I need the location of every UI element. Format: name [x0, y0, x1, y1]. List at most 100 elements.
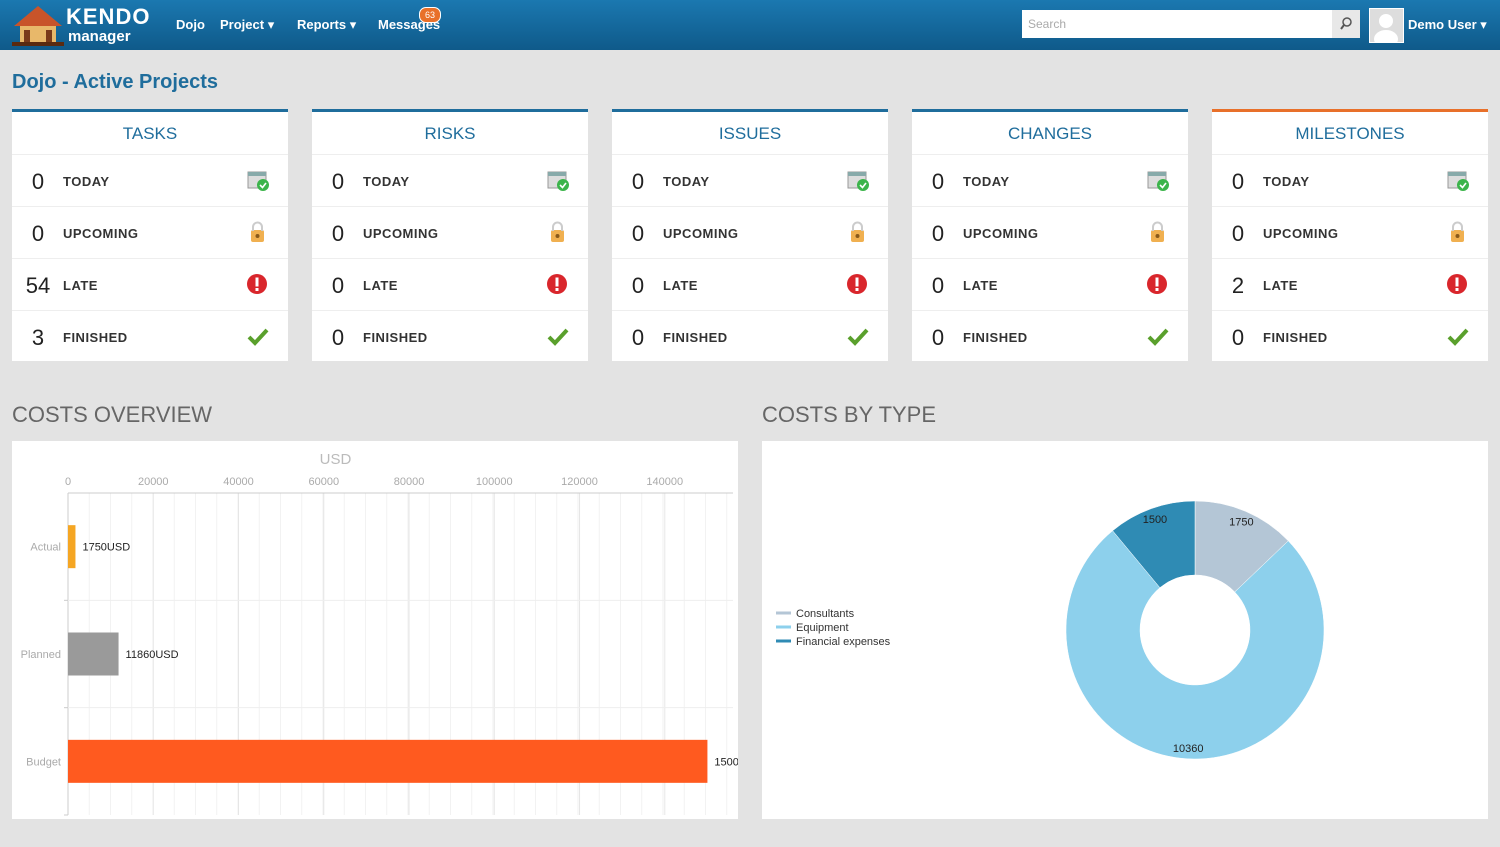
user-avatar[interactable]	[1369, 8, 1404, 48]
summary-card: ISSUES 0 TODAY 0 UPCOMING 0 LATE 0 FINISHED	[612, 109, 888, 361]
status-row[interactable]: 2 LATE	[1212, 258, 1488, 310]
status-label: FINISHED	[963, 330, 1028, 345]
bar[interactable]	[68, 525, 76, 569]
menu-label[interactable]: Project	[220, 17, 265, 32]
page-title: Dojo - Active Projects	[12, 71, 218, 93]
status-icon	[1151, 221, 1164, 242]
status-label: UPCOMING	[663, 226, 739, 241]
status-icon	[251, 221, 264, 242]
x-tick-label: 20000	[138, 476, 169, 488]
status-label: TODAY	[963, 174, 1010, 189]
status-row[interactable]: 0 FINISHED	[912, 310, 1188, 362]
status-icon	[247, 274, 267, 294]
status-count: 54	[25, 273, 51, 298]
status-row[interactable]: 0 TODAY	[612, 154, 888, 206]
navbar: KENDO manager Dojo Project ▾ Reports ▾ Mess…	[0, 0, 1500, 50]
status-label: FINISHED	[63, 330, 128, 345]
donut-slice[interactable]	[1065, 530, 1325, 760]
user-menu[interactable]: Demo User ▾	[1408, 17, 1487, 32]
user-name[interactable]: Demo User	[1408, 17, 1477, 32]
status-row[interactable]: 0 UPCOMING	[1212, 206, 1488, 258]
donut-slice[interactable]	[1112, 500, 1196, 589]
y-tick-label: Budget	[26, 756, 61, 768]
status-row[interactable]: 0 FINISHED	[612, 310, 888, 362]
x-tick-label: 80000	[394, 476, 425, 488]
status-row[interactable]: 54 LATE	[12, 258, 288, 310]
bar[interactable]	[68, 632, 119, 676]
status-row[interactable]: 0 TODAY	[12, 154, 288, 206]
x-tick-label: 0	[65, 476, 71, 488]
logo-text[interactable]: manager	[68, 28, 131, 45]
dropdown-caret[interactable]: ▾	[264, 17, 275, 32]
status-row[interactable]: 0 TODAY	[912, 154, 1188, 206]
message-badge: 63	[419, 7, 441, 23]
logo-text[interactable]: KENDO	[66, 4, 151, 29]
status-icon	[1447, 171, 1469, 191]
menu-label[interactable]: Reports	[297, 17, 347, 32]
status-row[interactable]: 0 LATE	[612, 258, 888, 310]
legend-label[interactable]: Equipment	[796, 622, 849, 634]
status-row[interactable]: 0 TODAY	[312, 154, 588, 206]
status-icon	[247, 171, 269, 191]
x-tick-label: 60000	[308, 476, 339, 488]
status-row[interactable]: 3 FINISHED	[12, 310, 288, 362]
slice-label: 10360	[1173, 743, 1204, 755]
status-label: FINISHED	[1263, 330, 1328, 345]
status-label: LATE	[663, 278, 698, 293]
dropdown-caret[interactable]: ▾	[346, 17, 357, 32]
status-icon	[1451, 221, 1464, 242]
menu-label[interactable]: Dojo	[176, 17, 205, 32]
status-count: 0	[631, 169, 645, 194]
chart-panel: USD 0 20000 40000 60000 80000 100000 120000 1400…	[12, 441, 774, 819]
card-title: ISSUES	[718, 124, 782, 143]
status-icon	[551, 221, 564, 242]
status-icon	[547, 171, 569, 191]
legend-label[interactable]: Financial expenses	[796, 636, 891, 648]
menu-item[interactable]: Project ▾	[220, 17, 274, 33]
section-heading: COSTS OVERVIEW	[12, 402, 213, 427]
axis-title: USD	[320, 451, 352, 468]
status-label: LATE	[1263, 278, 1298, 293]
section-heading: COSTS BY TYPE	[762, 402, 937, 427]
status-row[interactable]: 0 LATE	[312, 258, 588, 310]
status-row[interactable]: 0 FINISHED	[1212, 310, 1488, 362]
x-tick-label: 120000	[561, 476, 598, 488]
status-label: FINISHED	[663, 330, 728, 345]
x-tick-label: 40000	[223, 476, 254, 488]
status-label: TODAY	[363, 174, 410, 189]
card-title: CHANGES	[1007, 124, 1093, 143]
menu-item[interactable]: Reports ▾	[297, 17, 356, 33]
status-count: 0	[31, 169, 45, 194]
status-icon	[1447, 274, 1467, 294]
status-row[interactable]: 0 UPCOMING	[912, 206, 1188, 258]
status-count: 0	[1231, 169, 1245, 194]
status-row[interactable]: 0 UPCOMING	[312, 206, 588, 258]
status-row[interactable]: 0 UPCOMING	[12, 206, 288, 258]
status-row[interactable]: 0 UPCOMING	[612, 206, 888, 258]
status-count: 3	[31, 325, 45, 350]
y-tick-label: Actual	[30, 542, 61, 554]
status-count: 0	[1231, 325, 1245, 350]
status-label: TODAY	[663, 174, 710, 189]
summary-card: MILESTONES 0 TODAY 0 UPCOMING 2 LATE 0 FINISHED	[1212, 109, 1488, 361]
menu-item[interactable]: Dojo	[176, 17, 205, 32]
status-row[interactable]: 0 TODAY	[1212, 154, 1488, 206]
status-icon	[847, 171, 869, 191]
search-button[interactable]	[1332, 10, 1360, 38]
status-count: 2	[1231, 273, 1245, 298]
bar[interactable]	[68, 739, 708, 783]
status-count: 0	[31, 221, 45, 246]
status-row[interactable]: 0 LATE	[912, 258, 1188, 310]
search-input[interactable]: Search	[1022, 10, 1332, 38]
status-label: FINISHED	[363, 330, 428, 345]
summary-card: TASKS 0 TODAY 0 UPCOMING 54 LATE 3 FINISHED	[12, 109, 288, 361]
legend-label[interactable]: Consultants	[796, 608, 855, 620]
card-title: MILESTONES	[1295, 124, 1405, 143]
status-label: LATE	[363, 278, 398, 293]
x-tick-label: 100000	[476, 476, 513, 488]
card-title: RISKS	[424, 124, 476, 143]
status-row[interactable]: 0 FINISHED	[312, 310, 588, 362]
status-count: 0	[931, 221, 945, 246]
slice-label: 1500	[1143, 514, 1167, 526]
